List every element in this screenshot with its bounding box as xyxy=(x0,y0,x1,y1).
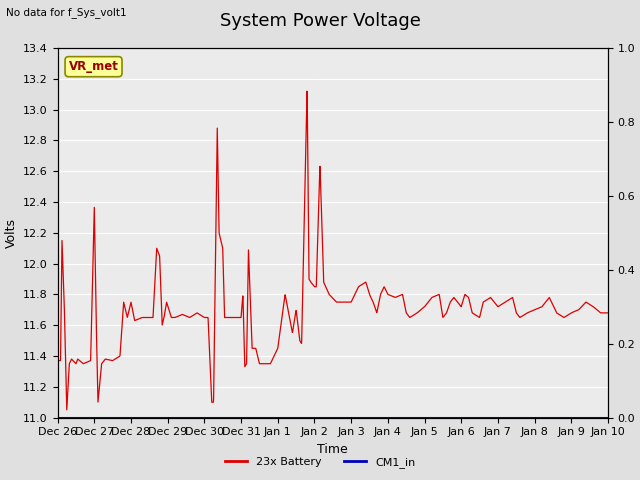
Legend: 23x Battery, CM1_in: 23x Battery, CM1_in xyxy=(220,452,420,472)
Text: System Power Voltage: System Power Voltage xyxy=(220,12,420,30)
X-axis label: Time: Time xyxy=(317,443,348,456)
Text: No data for f_Sys_volt1: No data for f_Sys_volt1 xyxy=(6,7,127,18)
Text: VR_met: VR_met xyxy=(68,60,118,73)
Y-axis label: Volts: Volts xyxy=(4,218,17,248)
